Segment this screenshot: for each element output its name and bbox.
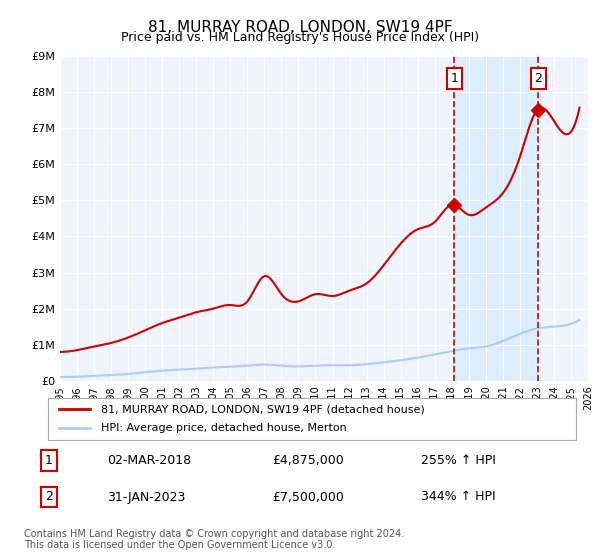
- Text: £4,875,000: £4,875,000: [272, 454, 344, 467]
- Text: £7,500,000: £7,500,000: [272, 491, 344, 503]
- Text: 31-JAN-2023: 31-JAN-2023: [107, 491, 185, 503]
- Text: 255% ↑ HPI: 255% ↑ HPI: [421, 454, 496, 467]
- Text: 344% ↑ HPI: 344% ↑ HPI: [421, 491, 496, 503]
- Bar: [454, 56, 538, 381]
- Text: Price paid vs. HM Land Registry's House Price Index (HPI): Price paid vs. HM Land Registry's House …: [121, 31, 479, 44]
- Text: 02-MAR-2018: 02-MAR-2018: [107, 454, 191, 467]
- Text: 81, MURRAY ROAD, LONDON, SW19 4PF (detached house): 81, MURRAY ROAD, LONDON, SW19 4PF (detac…: [101, 404, 425, 414]
- Text: 2: 2: [535, 72, 542, 85]
- Text: This data is licensed under the Open Government Licence v3.0.: This data is licensed under the Open Gov…: [24, 540, 335, 550]
- Text: 81, MURRAY ROAD, LONDON, SW19 4PF: 81, MURRAY ROAD, LONDON, SW19 4PF: [148, 20, 452, 35]
- Text: Contains HM Land Registry data © Crown copyright and database right 2024.: Contains HM Land Registry data © Crown c…: [24, 529, 404, 539]
- Text: HPI: Average price, detached house, Merton: HPI: Average price, detached house, Mert…: [101, 423, 347, 433]
- Text: 2: 2: [45, 491, 53, 503]
- Text: 1: 1: [451, 72, 458, 85]
- Text: 1: 1: [45, 454, 53, 467]
